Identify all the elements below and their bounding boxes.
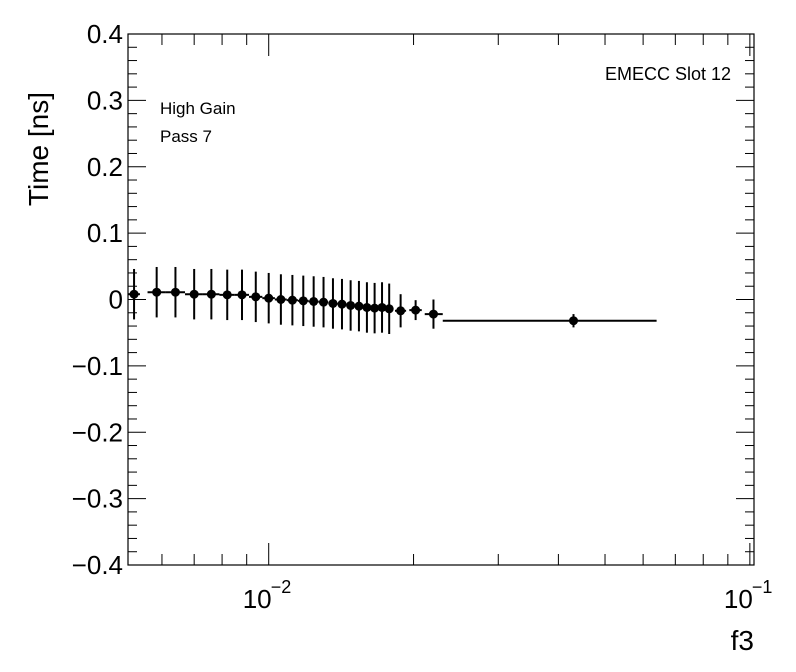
data-marker	[328, 298, 338, 308]
data-marker	[287, 295, 297, 305]
data-point	[308, 276, 319, 327]
data-point	[354, 280, 364, 332]
data-marker	[411, 305, 421, 315]
data-point	[362, 282, 372, 333]
y-tick-label: −0.2	[72, 417, 123, 447]
data-marker	[370, 303, 380, 313]
y-tick-label: 0.1	[87, 218, 123, 248]
data-point	[318, 276, 329, 328]
data-marker	[309, 296, 319, 306]
data-point	[297, 275, 309, 327]
x-tick-label-exponent: −1	[752, 577, 773, 597]
data-marker	[152, 287, 162, 297]
data-marker	[129, 289, 139, 299]
y-tick-label: −0.3	[72, 484, 123, 514]
y-tick-label: 0.4	[87, 19, 123, 49]
data-marker	[569, 316, 579, 326]
x-tick-label: 10	[243, 584, 272, 614]
data-point	[346, 280, 356, 331]
data-point	[424, 299, 443, 329]
data-point	[248, 271, 263, 323]
data-point	[409, 300, 422, 321]
data-marker	[337, 299, 347, 309]
data-marker	[170, 287, 180, 297]
data-marker	[319, 297, 329, 307]
data-point	[219, 269, 235, 321]
data-point	[384, 283, 394, 335]
data-point	[370, 282, 380, 334]
data-marker	[428, 309, 438, 319]
data-point	[286, 274, 298, 326]
y-tick-label: −0.1	[72, 351, 123, 381]
y-tick-label: 0	[109, 285, 123, 315]
x-axis-title: f3	[731, 625, 754, 656]
data-point	[377, 282, 387, 333]
data-marker	[206, 289, 216, 299]
data-point	[274, 274, 287, 325]
annotation-pass: Pass 7	[160, 127, 212, 146]
y-axis-title: Time [ns]	[23, 92, 54, 206]
data-point	[394, 294, 407, 328]
data-point	[262, 272, 275, 324]
data-marker	[354, 301, 364, 311]
y-tick-label: 0.3	[87, 85, 123, 115]
data-marker	[298, 296, 308, 306]
data-point	[234, 269, 249, 321]
y-tick-label: −0.4	[72, 550, 123, 580]
annotation-slot: EMECC Slot 12	[605, 64, 731, 84]
data-point	[147, 266, 166, 318]
data-marker	[276, 295, 286, 304]
data-point	[165, 266, 186, 318]
x-tick-label-exponent: −2	[271, 577, 292, 597]
data-point	[442, 314, 657, 328]
data-marker	[377, 302, 387, 312]
data-marker	[346, 300, 356, 310]
data-point	[337, 278, 347, 330]
data-marker	[396, 306, 406, 316]
data-point	[328, 278, 338, 329]
data-marker	[251, 292, 261, 302]
data-point	[128, 268, 140, 320]
data-marker	[237, 290, 247, 300]
x-tick-label: 10	[724, 584, 753, 614]
data-marker	[384, 304, 394, 314]
data-point	[185, 268, 203, 320]
data-marker	[189, 289, 199, 299]
annotation-high-gain: High Gain	[160, 99, 236, 118]
data-marker	[362, 302, 372, 312]
data-point	[202, 268, 220, 320]
data-marker	[222, 290, 232, 300]
y-tick-label: 0.2	[87, 152, 123, 182]
data-marker	[264, 293, 274, 303]
